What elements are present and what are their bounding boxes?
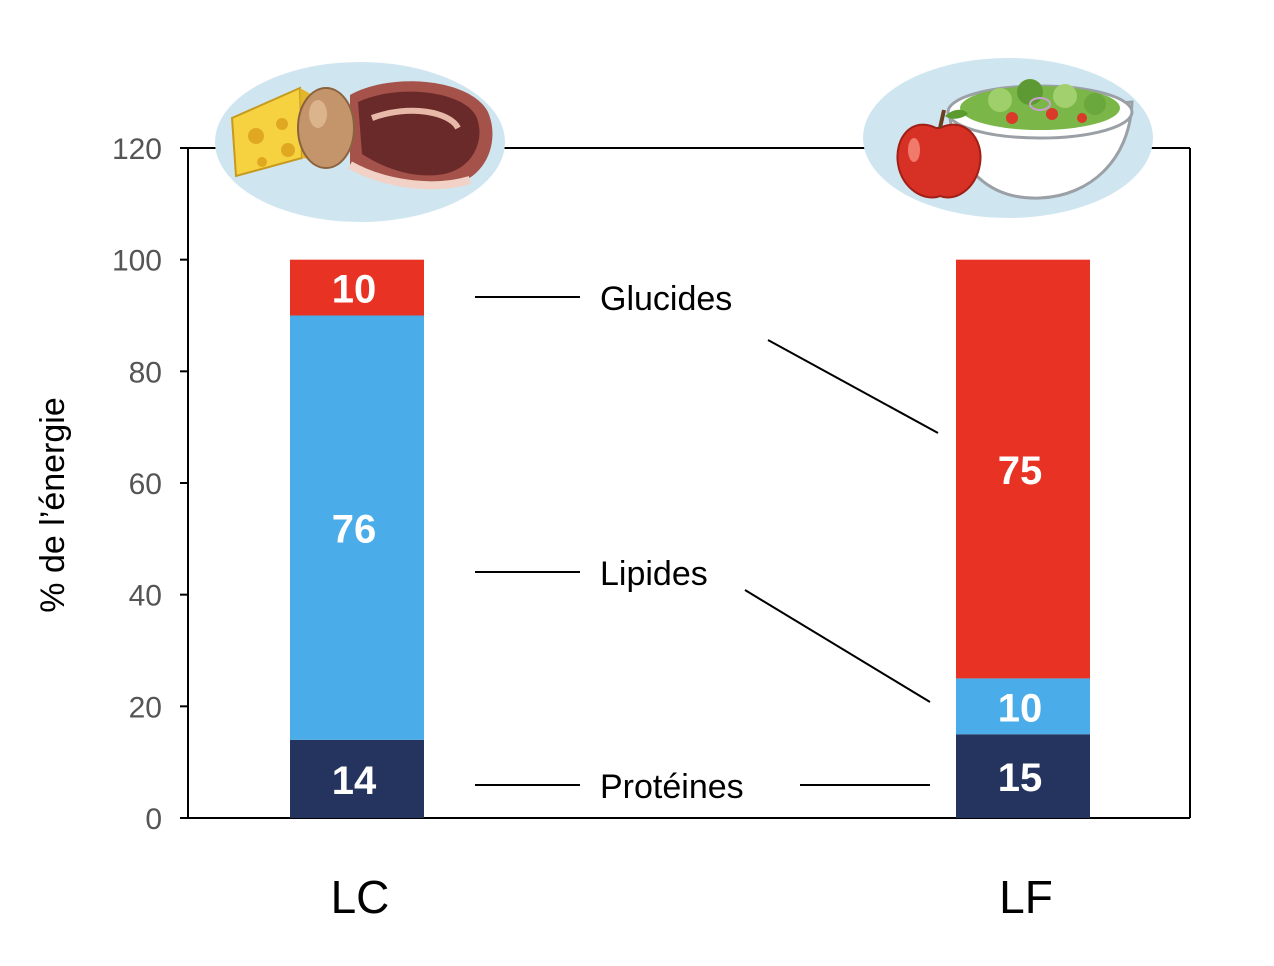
inline-legend: Glucides Lipides Protéines [475,280,939,806]
y-tick-label: 60 [129,468,162,501]
bar-segment-lc-proteines [290,739,424,818]
legend-proteines: Protéines [600,768,744,806]
legend-lipides: Lipides [600,555,708,593]
data-label: 75 [998,449,1043,493]
data-label: 15 [998,756,1043,800]
x-category-labels: LC LF [331,871,1053,923]
data-label: 10 [998,686,1043,730]
data-label: 10 [332,268,377,312]
cheese-egg-meat-icon [215,62,505,222]
bar-segment-lc-glucides [290,259,424,316]
x-category-label: LF [999,871,1053,923]
apple-salad-bowl-icon [863,58,1153,218]
y-tick-label: 100 [112,245,162,278]
y-tick-label: 80 [129,356,162,389]
y-tick-label: 20 [129,691,162,724]
bar-segment-lf-proteines [956,734,1090,818]
x-category-label: LC [331,871,390,923]
data-label: 76 [332,508,377,552]
y-ticks: 0 20 40 60 80 100 120 [112,133,188,836]
legend-glucides: Glucides [600,280,732,318]
bars: 14 76 10 15 10 75 [290,259,1090,818]
y-tick-label: 40 [129,580,162,613]
y-tick-label: 120 [112,133,162,166]
bar-segment-lf-lipides [956,678,1090,735]
bar-segment-lc-lipides [290,315,424,740]
lipides-leader-right [744,589,931,703]
data-label: 14 [332,759,377,803]
glucides-leader-right [767,339,939,434]
y-tick-label: 0 [145,803,162,836]
bar-segment-lf-glucides [956,259,1090,679]
y-axis-label: % de l’énergie [34,397,72,612]
